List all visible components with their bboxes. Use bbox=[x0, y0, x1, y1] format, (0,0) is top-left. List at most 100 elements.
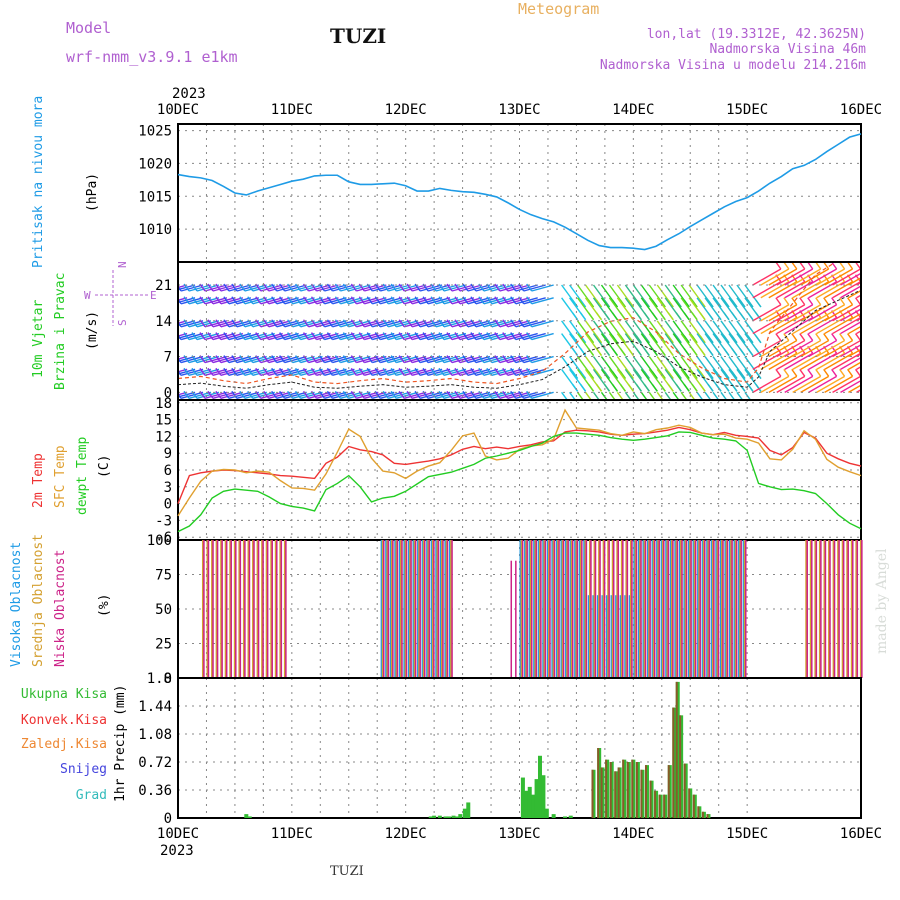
precip-bar bbox=[458, 814, 463, 818]
cloud-bar-low bbox=[280, 540, 283, 678]
cloud-bar-mid bbox=[409, 540, 411, 678]
precip-conv-bar bbox=[697, 806, 700, 818]
cloud-bar-low bbox=[248, 540, 251, 678]
wind-barb-flag bbox=[619, 299, 626, 308]
precip-conv-bar bbox=[672, 707, 675, 818]
wind-barb bbox=[776, 281, 806, 299]
cloud-bar-mid bbox=[445, 540, 448, 678]
wind-barb-flag bbox=[526, 296, 533, 305]
wind-barb-flag bbox=[815, 262, 822, 270]
wind-barb-flag bbox=[603, 312, 611, 321]
wind-barb-flag bbox=[739, 312, 746, 321]
wind-barb bbox=[720, 391, 728, 400]
wind-barb bbox=[308, 368, 331, 377]
wind-barb-flag bbox=[526, 283, 533, 292]
wind-barb bbox=[475, 320, 499, 328]
wind-barb bbox=[491, 332, 514, 341]
cloud-bar-mid bbox=[721, 540, 723, 678]
wind-barb-flag bbox=[358, 367, 365, 376]
wind-barb bbox=[340, 297, 363, 305]
wind-barb bbox=[396, 368, 419, 377]
cloud-bar-mid bbox=[805, 540, 807, 678]
wind-barb bbox=[228, 332, 252, 341]
wind-barb bbox=[340, 368, 363, 377]
cloud-bar-low bbox=[806, 540, 808, 678]
wind-barb bbox=[220, 391, 244, 400]
wind-barb-flag bbox=[636, 407, 641, 414]
wind-barb-flag bbox=[839, 262, 846, 270]
wind-barb bbox=[592, 391, 600, 400]
wind-barb-flag bbox=[587, 312, 595, 321]
wind-barb-flag bbox=[279, 296, 286, 305]
wind-barb bbox=[824, 281, 853, 299]
temp-ytick: 12 bbox=[155, 429, 172, 445]
wind-barb bbox=[228, 355, 252, 364]
cloud-bar-mid bbox=[620, 540, 623, 678]
wind-barb bbox=[531, 368, 554, 377]
wind-barb-flag bbox=[595, 335, 603, 344]
wind-barb-flag bbox=[239, 283, 246, 292]
wind-barb bbox=[491, 297, 514, 305]
cloud-bar-low bbox=[842, 540, 845, 678]
wind-barb-flag bbox=[643, 299, 650, 308]
cloud-bar-low bbox=[540, 540, 542, 678]
wind-barb bbox=[427, 368, 451, 377]
wind-barb bbox=[784, 304, 814, 322]
wind-barb bbox=[300, 368, 323, 377]
wind-barb bbox=[840, 272, 861, 286]
wind-barb-flag bbox=[611, 312, 619, 321]
wind-barb-flag bbox=[611, 335, 619, 344]
wind-barb bbox=[507, 355, 530, 364]
wind-barb bbox=[459, 368, 483, 377]
wind-barb-flag bbox=[207, 367, 214, 376]
wind-barb-flag bbox=[318, 319, 326, 328]
year-top: 2023 bbox=[172, 86, 206, 102]
wind-barb-flag bbox=[864, 369, 869, 376]
wind-barb bbox=[284, 355, 307, 364]
cloud-bar-low bbox=[824, 540, 827, 678]
wind-barb-flag bbox=[342, 319, 349, 328]
precip-bar bbox=[568, 815, 573, 818]
wind-barb bbox=[531, 355, 554, 364]
wind-barb-flag bbox=[643, 348, 650, 356]
wind-barb-flag bbox=[279, 332, 286, 340]
wind-barb bbox=[467, 355, 491, 364]
wind-barb bbox=[507, 297, 530, 305]
precip-legend-total: Ukupna Kisa bbox=[21, 687, 107, 702]
wind-barb-flag bbox=[160, 297, 165, 304]
meteogram-title: Meteogram bbox=[518, 0, 599, 18]
wind-barb bbox=[808, 268, 837, 286]
wind-barb bbox=[808, 281, 837, 299]
wind-barb bbox=[236, 284, 260, 292]
wind-barb-flag bbox=[358, 332, 365, 340]
wind-barb bbox=[332, 284, 355, 292]
cloud-bar-mid bbox=[274, 540, 277, 678]
wind-barb-flag bbox=[302, 332, 310, 340]
wind-barb bbox=[728, 391, 736, 400]
wind-barb-flag bbox=[683, 383, 690, 392]
precip-conv-bar bbox=[626, 762, 629, 818]
wind-barb bbox=[292, 355, 315, 364]
cloud-bar-low bbox=[811, 540, 813, 678]
wind-barb-flag bbox=[831, 333, 838, 341]
cloud-bar-low bbox=[649, 540, 651, 678]
wind-barb bbox=[364, 297, 387, 305]
x-tick-bottom: 13DEC bbox=[498, 826, 540, 842]
wind-barb bbox=[632, 391, 640, 400]
wind-barb-flag bbox=[603, 383, 611, 392]
wind-barb bbox=[648, 391, 656, 400]
wind-barb-flag bbox=[406, 355, 413, 363]
wind-barb bbox=[178, 332, 188, 337]
wind-barb bbox=[523, 391, 546, 400]
wind-barb-flag bbox=[207, 283, 214, 292]
cloud-bar-low bbox=[852, 540, 854, 678]
wind-barb-flag bbox=[470, 319, 477, 328]
wind-barb-flag bbox=[502, 355, 509, 363]
cloud-bar-mid bbox=[823, 540, 825, 678]
wind-barb-flag bbox=[414, 319, 421, 328]
wind-barb bbox=[284, 391, 307, 400]
wind-barb bbox=[178, 284, 188, 289]
wind-barb-flag bbox=[462, 390, 469, 399]
wind-barb-flag bbox=[659, 348, 666, 356]
wind-barb bbox=[260, 320, 283, 328]
